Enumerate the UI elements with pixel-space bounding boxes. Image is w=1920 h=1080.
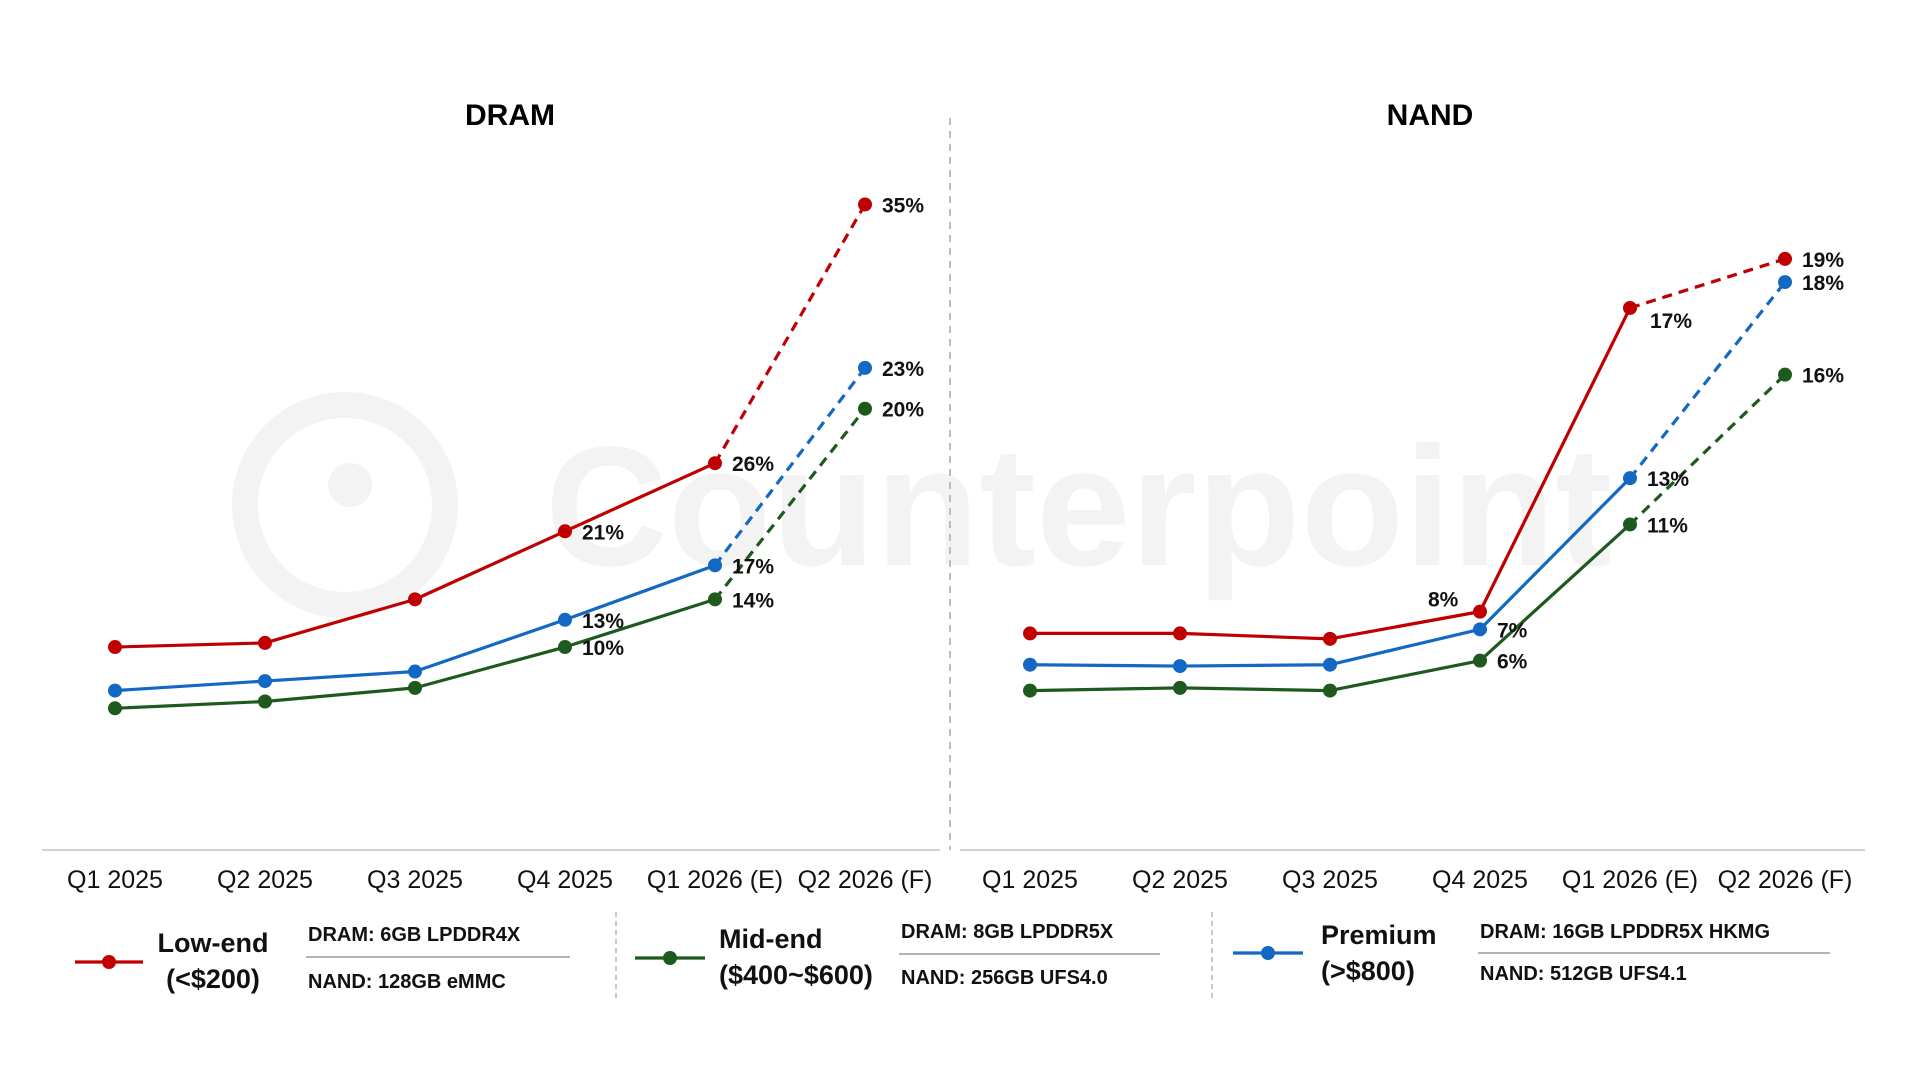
nand-x-tick-label: Q1 2025: [982, 866, 1078, 894]
dram-premium-point: [708, 558, 722, 573]
nand-low-end-data-label: 19%: [1802, 249, 1844, 272]
nand-x-tick-label: Q2 2026 (F): [1718, 866, 1853, 894]
dram-mid-end-point: [108, 701, 122, 716]
nand-low-end-data-label: 8%: [1428, 589, 1459, 612]
dram-x-tick-label: Q3 2025: [367, 866, 463, 894]
dram-low-end-data-label: 21%: [582, 521, 624, 544]
nand-low-end-point: [1023, 626, 1037, 641]
nand-mid-end-point: [1778, 367, 1792, 382]
dram-mid-end-point: [858, 401, 872, 416]
dram-mid-end-data-label: 10%: [582, 637, 624, 660]
nand-premium-data-label: 18%: [1802, 272, 1844, 295]
nand-x-tick-label: Q1 2026 (E): [1562, 866, 1698, 894]
nand-low-end-point: [1778, 251, 1792, 266]
legend-mid-end-name: Mid-end: [719, 924, 822, 954]
legend-low-end-marker-icon: [102, 955, 116, 969]
dram-low-end-point: [408, 592, 422, 607]
dram-low-end-point: [108, 640, 122, 655]
dram-premium-data-label: 23%: [882, 358, 924, 381]
legend-mid-end-marker-icon: [663, 951, 677, 965]
legend-low-end-nand: NAND: 128GB eMMC: [308, 971, 506, 993]
dram-premium-point: [258, 674, 272, 689]
dram-mid-end-point: [408, 680, 422, 695]
nand-low-end-point: [1623, 300, 1637, 315]
legend-premium-dram: DRAM: 16GB LPDDR5X HKMG: [1480, 921, 1770, 943]
dram-premium-line-forecast: [713, 366, 867, 567]
dram-premium-point: [108, 683, 122, 698]
legend-item-low-end: Low-end (<$200) DRAM: 6GB LPDDR4X NAND: …: [158, 924, 570, 994]
nand-premium-point: [1173, 659, 1187, 674]
nand-low-end-data-label: 17%: [1650, 310, 1692, 333]
legend-item-mid-end: Mid-end ($400~$600) DRAM: 8GB LPDDR5X NA…: [719, 921, 1160, 990]
nand-premium-point: [1623, 471, 1637, 486]
nand-panel-title: NAND: [1387, 99, 1474, 132]
legend: Low-end (<$200) DRAM: 6GB LPDDR4X NAND: …: [75, 912, 1830, 998]
dram-low-end-data-label: 26%: [732, 453, 774, 476]
watermark-text: Counterpoint: [545, 412, 1612, 602]
nand-premium-point: [1023, 657, 1037, 672]
legend-premium-marker-icon: [1261, 946, 1275, 960]
dram-mid-end-data-label: 14%: [732, 589, 774, 612]
nand-mid-end-data-label: 16%: [1802, 365, 1844, 388]
dram-low-end-point: [858, 197, 872, 212]
nand-premium-point: [1778, 275, 1792, 290]
dram-mid-end-point: [258, 694, 272, 709]
nand-mid-end-point: [1173, 680, 1187, 695]
nand-x-tick-label: Q2 2025: [1132, 866, 1228, 894]
legend-mid-end-dram: DRAM: 8GB LPDDR5X: [901, 921, 1114, 943]
nand-mid-end-point: [1023, 683, 1037, 698]
legend-premium-nand: NAND: 512GB UFS4.1: [1480, 963, 1687, 985]
dram-premium-data-label: 13%: [582, 610, 624, 633]
nand-mid-end-line-forecast: [1628, 373, 1787, 526]
dram-x-tick-label: Q1 2025: [67, 866, 163, 894]
legend-low-end-range: (<$200): [166, 964, 260, 994]
nand-mid-end-data-label: 11%: [1647, 514, 1688, 537]
dram-x-tick-label: Q2 2025: [217, 866, 313, 894]
watermark: Counterpoint: [232, 392, 1612, 618]
dram-mid-end-point: [558, 640, 572, 655]
legend-mid-end-nand: NAND: 256GB UFS4.0: [901, 967, 1108, 989]
dram-premium-point: [558, 612, 572, 627]
nand-premium-point: [1473, 622, 1487, 637]
dram-panel-title: DRAM: [465, 99, 555, 132]
dram-low-end-point: [558, 524, 572, 539]
dram-mid-end-line-forecast: [713, 407, 867, 601]
legend-low-end-name: Low-end: [158, 928, 269, 958]
nand-plot-area: 8% 17% 19% 6% 11% 16% 7% 13% 18% Q1 2025 Q2 2025 Q3…: [982, 249, 1852, 894]
nand-x-tick-label: Q4 2025: [1432, 866, 1528, 894]
nand-low-end-line-forecast: [1629, 257, 1786, 310]
dram-mid-end-point: [708, 592, 722, 607]
dram-premium-point: [408, 664, 422, 679]
nand-mid-end-point: [1623, 517, 1637, 532]
dram-x-tick-label: Q1 2026 (E): [647, 866, 783, 894]
dram-premium-point: [858, 360, 872, 375]
nand-low-end-point: [1473, 604, 1487, 619]
dram-low-end-point: [258, 635, 272, 650]
nand-premium-data-label: 13%: [1647, 468, 1689, 491]
dram-low-end-data-label: 35%: [882, 194, 924, 217]
dram-mid-end-data-label: 20%: [882, 399, 924, 422]
legend-low-end-dram: DRAM: 6GB LPDDR4X: [308, 924, 521, 946]
legend-mid-end-range: ($400~$600): [719, 960, 873, 990]
legend-premium-name: Premium: [1321, 920, 1437, 950]
legend-premium-range: (>$800): [1321, 956, 1415, 986]
nand-mid-end-point: [1473, 653, 1487, 668]
dram-x-tick-label: Q4 2025: [517, 866, 613, 894]
nand-mid-end-point: [1323, 683, 1337, 698]
dram-x-tick-label: Q2 2026 (F): [798, 866, 933, 894]
dram-low-end-point: [708, 456, 722, 471]
watermark-logo-icon: [232, 392, 458, 618]
nand-premium-data-label: 7%: [1497, 619, 1528, 642]
nand-premium-line-forecast: [1628, 281, 1787, 480]
nand-low-end-point: [1173, 626, 1187, 641]
nand-x-tick-label: Q3 2025: [1282, 866, 1378, 894]
legend-item-premium: Premium (>$800) DRAM: 16GB LPDDR5X HKMG …: [1321, 920, 1830, 986]
nand-mid-end-data-label: 6%: [1497, 651, 1528, 674]
nand-low-end-point: [1323, 631, 1337, 646]
watermark-logo-dot-icon: [328, 463, 372, 507]
dram-plot-area: 21% 26% 35% 10% 14% 20% 13% 17% 23% Q1 2025 Q2 202…: [67, 194, 932, 894]
dram-premium-data-label: 17%: [732, 555, 774, 578]
nand-premium-point: [1323, 657, 1337, 672]
